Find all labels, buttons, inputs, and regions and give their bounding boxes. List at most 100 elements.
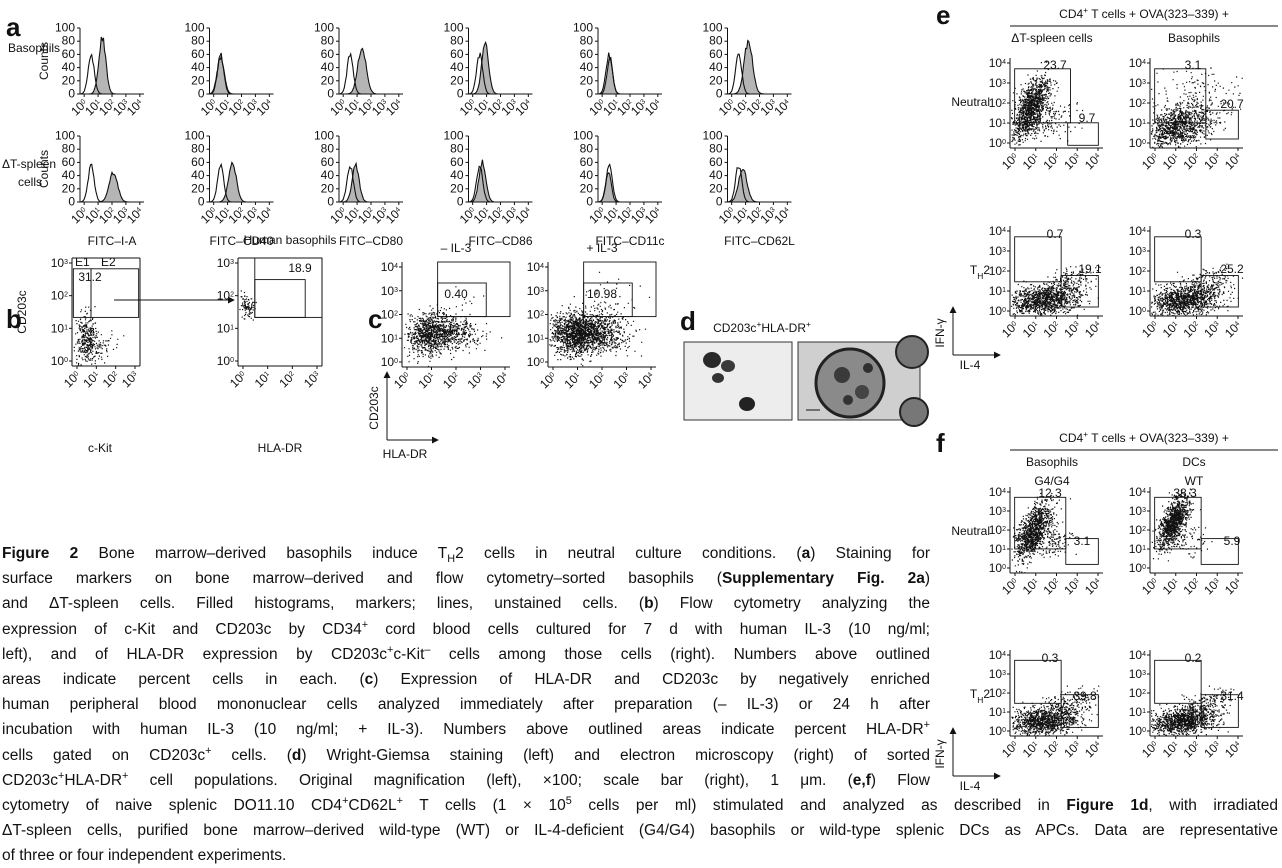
y-tick-label: 60	[580, 155, 594, 169]
y-tick-label: 0	[327, 87, 334, 101]
x-tick-label: 103	[1061, 150, 1083, 172]
x-tick-label: 104	[253, 204, 275, 226]
tick-base: 10	[989, 244, 1003, 258]
y-tick-label: 102	[989, 264, 1006, 278]
y-tick-label: 0	[198, 195, 205, 209]
y-axis-label: IFN-γ	[933, 739, 947, 768]
tick-base: 10	[51, 321, 65, 335]
x-tick-label: 101	[1160, 738, 1182, 760]
caption-line: cytometry of naive splenic DO11.10 CD4+C…	[2, 793, 1278, 818]
text-run: ) Expression of HLA-DR and CD203c by neg…	[373, 671, 930, 688]
y-tick-label: 103	[527, 284, 544, 298]
gate	[255, 280, 305, 318]
x-tick-label: 100	[1139, 575, 1161, 597]
cell	[703, 352, 721, 368]
y-tick-label: 80	[580, 34, 594, 48]
plot-title: + IL-3	[586, 241, 617, 255]
y-tick-label: 40	[62, 60, 76, 74]
x-tick-label: 104	[1222, 575, 1244, 597]
dot-cloud	[74, 306, 125, 366]
y-tick-label: 80	[62, 34, 76, 48]
tick-exponent: 0	[540, 358, 544, 365]
text-run: of three or four independent experiments…	[2, 847, 286, 864]
y-tick-label: 60	[450, 47, 464, 61]
x-tick-label: 104	[1222, 738, 1244, 760]
text-bold: d	[292, 747, 301, 764]
y-tick-label: 102	[1129, 96, 1146, 110]
image-frame	[684, 342, 792, 420]
gate-value: 9.7	[1079, 111, 1096, 125]
y-tick-label: 100	[989, 724, 1006, 738]
y-tick-label: 20	[62, 181, 76, 195]
x-axis-label: FITC–I-A	[88, 234, 137, 248]
text-bold: Figure 1d	[1066, 797, 1148, 814]
x-tick-label: 101	[1020, 150, 1042, 172]
tick-base: 10	[1129, 304, 1143, 318]
x-tick-label: 104	[1082, 738, 1104, 760]
y-tick-label: 103	[989, 504, 1006, 518]
tick-base: 10	[1129, 648, 1143, 662]
y-tick-label: 104	[989, 224, 1006, 238]
tick-exponent: 4	[1002, 488, 1006, 495]
text-run: human peripheral blood mononuclear cells…	[2, 696, 930, 713]
gate-value: 31.4	[1220, 689, 1244, 703]
tick-base: 10	[1129, 244, 1143, 258]
text-bold: e,f	[853, 772, 871, 789]
tick-exponent: 3	[64, 259, 68, 266]
gate-value: 39.8	[1073, 689, 1097, 703]
unstained-histogram	[210, 165, 274, 203]
gate-label: E2	[101, 255, 116, 269]
x-tick-label: 102	[100, 368, 122, 390]
y-tick-label: 104	[989, 56, 1006, 70]
x-tick-label: 104	[1222, 150, 1244, 172]
y-tick-label: 80	[321, 34, 335, 48]
y-tick-label: 40	[580, 60, 594, 74]
y-tick-label: 20	[321, 181, 335, 195]
gate-value: 0.3	[1185, 227, 1202, 241]
y-tick-label: 100	[989, 136, 1006, 150]
tick-exponent: 2	[394, 310, 398, 317]
tick-base: 10	[1129, 116, 1143, 130]
tick-base: 10	[1129, 542, 1143, 556]
text-run: T cells + OVA(323–339) +	[1088, 7, 1229, 21]
y-tick-label: 100	[314, 21, 334, 35]
row-label: Basophils	[8, 41, 60, 55]
tick-exponent: 2	[1142, 267, 1146, 274]
y-tick-label: 102	[989, 686, 1006, 700]
y-tick-label: 101	[989, 284, 1006, 298]
y-tick-label: 100	[1129, 724, 1146, 738]
x-tick-label: 100	[999, 738, 1021, 760]
x-tick-label: 101	[80, 368, 102, 390]
text-run: , with irradiated	[1148, 797, 1278, 814]
y-tick-label: 20	[580, 73, 594, 87]
y-tick-label: 102	[381, 308, 398, 322]
filled-histogram	[80, 172, 144, 202]
y-tick-label: 40	[191, 60, 205, 74]
x-tick-label: 104	[771, 96, 793, 118]
tick-exponent: 2	[1142, 99, 1146, 106]
tick-base: 10	[1129, 56, 1143, 70]
text-run: T cells (1 × 10	[403, 797, 566, 814]
y-tick-label: 0	[716, 195, 723, 209]
tick-exponent: 4	[1002, 59, 1006, 66]
caption-line: of three or four independent experiments…	[2, 843, 1278, 868]
cell	[712, 373, 724, 383]
x-tick-label: 102	[1041, 150, 1063, 172]
y-tick-label: 0	[457, 87, 464, 101]
y-tick-label: 101	[989, 705, 1006, 719]
micrograph-left	[684, 342, 792, 420]
tick-base: 10	[527, 284, 541, 298]
text-bold: Figure 2	[2, 545, 78, 562]
tick-base: 10	[381, 355, 395, 369]
x-tick-label: 104	[635, 369, 657, 391]
tick-base: 10	[989, 224, 1003, 238]
x-tick-label: 104	[642, 204, 664, 226]
y-tick-label: 100	[1129, 561, 1146, 575]
y-tick-label: 104	[989, 648, 1006, 662]
tick-base: 10	[989, 284, 1003, 298]
y-tick-label: 100	[184, 21, 204, 35]
tick-exponent: 1	[1002, 708, 1006, 715]
x-tick-label: 101	[1020, 738, 1042, 760]
tick-base: 10	[217, 256, 231, 270]
gate-value: 31.2	[78, 270, 102, 284]
